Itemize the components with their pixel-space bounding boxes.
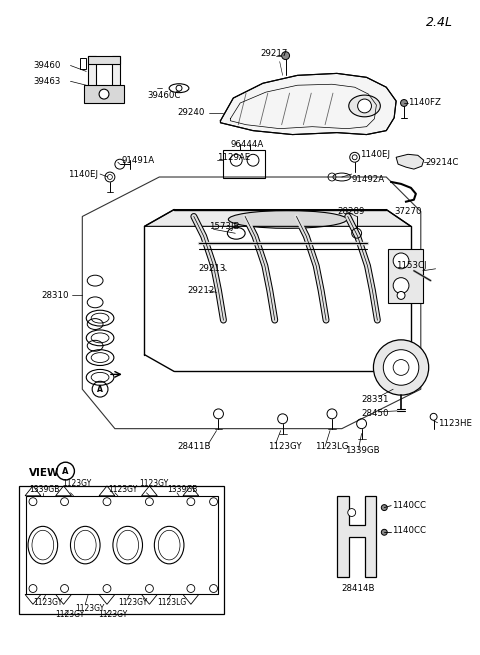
Circle shape xyxy=(393,253,409,269)
Circle shape xyxy=(99,89,109,99)
Text: 1123GY: 1123GY xyxy=(118,598,147,607)
Text: 91492A: 91492A xyxy=(352,176,385,185)
Text: 1123GY: 1123GY xyxy=(140,479,169,489)
Circle shape xyxy=(373,340,429,395)
Text: 28414B: 28414B xyxy=(342,584,375,593)
Polygon shape xyxy=(84,85,124,103)
Text: 1339GB: 1339GB xyxy=(167,485,198,495)
Polygon shape xyxy=(220,73,396,134)
Ellipse shape xyxy=(228,227,245,239)
Text: 91491A: 91491A xyxy=(122,156,155,164)
Text: 28331: 28331 xyxy=(361,394,389,403)
Text: 1123GY: 1123GY xyxy=(268,442,301,451)
Polygon shape xyxy=(88,56,120,64)
Text: A: A xyxy=(97,384,103,394)
Text: 39463: 39463 xyxy=(33,77,60,86)
Text: 28450: 28450 xyxy=(361,409,389,419)
Text: 1140CC: 1140CC xyxy=(392,501,426,510)
Text: 1123LG: 1123LG xyxy=(157,598,187,607)
Text: 28289: 28289 xyxy=(337,207,364,216)
Text: 37270: 37270 xyxy=(394,207,421,216)
Text: 29213: 29213 xyxy=(199,264,226,273)
Text: A: A xyxy=(62,466,69,476)
Text: 1129AE: 1129AE xyxy=(216,153,250,162)
Text: 1123HE: 1123HE xyxy=(438,419,471,428)
Text: 1123GY: 1123GY xyxy=(62,479,92,489)
Text: 1339GB: 1339GB xyxy=(29,485,60,495)
Polygon shape xyxy=(112,56,120,97)
Bar xyxy=(223,151,265,178)
Text: 1123GY: 1123GY xyxy=(33,598,62,607)
Circle shape xyxy=(401,100,408,107)
Circle shape xyxy=(348,508,356,517)
Circle shape xyxy=(176,85,182,91)
Polygon shape xyxy=(144,210,411,227)
Text: 1140FZ: 1140FZ xyxy=(408,98,441,107)
Text: 1123GY: 1123GY xyxy=(98,610,127,619)
Circle shape xyxy=(397,291,405,299)
Polygon shape xyxy=(88,56,96,97)
Bar xyxy=(388,249,423,303)
Bar xyxy=(19,486,225,614)
Text: 29212: 29212 xyxy=(187,286,214,295)
Text: VIEW: VIEW xyxy=(29,468,60,478)
Circle shape xyxy=(384,350,419,385)
Text: 1573JB: 1573JB xyxy=(209,222,239,231)
Bar xyxy=(26,496,218,595)
Text: 39460: 39460 xyxy=(33,61,60,70)
Text: 1123GY: 1123GY xyxy=(56,610,85,619)
Polygon shape xyxy=(396,155,424,169)
Polygon shape xyxy=(337,496,376,576)
Circle shape xyxy=(381,504,387,510)
Circle shape xyxy=(358,99,372,113)
Text: 1153CJ: 1153CJ xyxy=(396,261,427,271)
Text: 1123LG: 1123LG xyxy=(315,442,348,451)
Ellipse shape xyxy=(228,210,347,229)
Text: 39460C: 39460C xyxy=(147,90,181,100)
Text: 29217: 29217 xyxy=(260,49,288,58)
Text: 28411B: 28411B xyxy=(177,442,211,451)
Circle shape xyxy=(381,529,387,535)
Text: 1140CC: 1140CC xyxy=(392,526,426,534)
Text: 1339GB: 1339GB xyxy=(345,446,379,455)
Text: 1123GY: 1123GY xyxy=(108,485,137,495)
Text: 1123GY: 1123GY xyxy=(75,604,105,613)
Text: 28310: 28310 xyxy=(41,291,68,300)
Ellipse shape xyxy=(349,95,380,117)
Text: 96444A: 96444A xyxy=(230,140,264,149)
Circle shape xyxy=(282,52,289,60)
Text: 29214C: 29214C xyxy=(426,158,459,167)
Text: 1140EJ: 1140EJ xyxy=(69,170,98,179)
Circle shape xyxy=(393,278,409,293)
Text: 29240: 29240 xyxy=(177,108,204,117)
Text: 2.4L: 2.4L xyxy=(426,16,453,29)
Text: 1140EJ: 1140EJ xyxy=(360,150,390,159)
